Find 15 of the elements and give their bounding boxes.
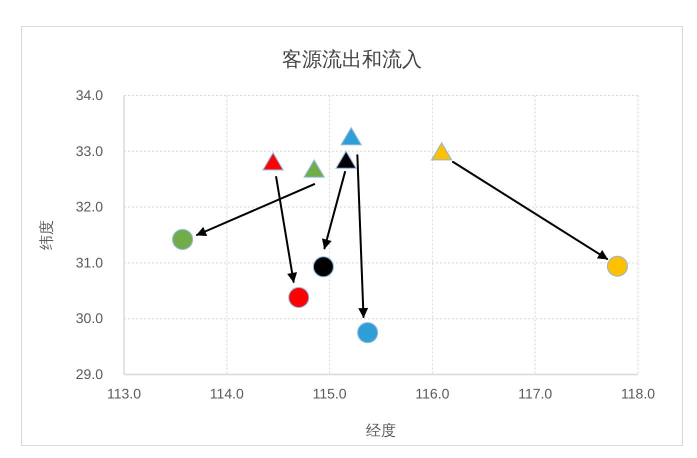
x-tick-label: 114.0 — [210, 385, 244, 402]
x-tick-label: 113.0 — [107, 385, 142, 402]
x-tick-label: 115.0 — [312, 385, 347, 402]
y-tick-label: 30.0 — [76, 310, 104, 326]
y-tick-label: 29.0 — [76, 366, 104, 382]
y-tick-label: 31.0 — [76, 254, 104, 270]
x-tick-label: 117.0 — [518, 385, 552, 402]
x-tick-label: 116.0 — [415, 385, 450, 402]
y-axis-title: 纬度 — [38, 220, 56, 250]
y-tick-label: 33.0 — [76, 142, 104, 159]
x-tick-label: 118.0 — [621, 385, 656, 402]
chart-title: 客源流出和流入 — [282, 49, 422, 71]
y-tick-label: 32.0 — [76, 198, 104, 215]
y-tick-label: 34.0 — [76, 86, 104, 103]
x-axis-title: 经度 — [366, 422, 396, 440]
